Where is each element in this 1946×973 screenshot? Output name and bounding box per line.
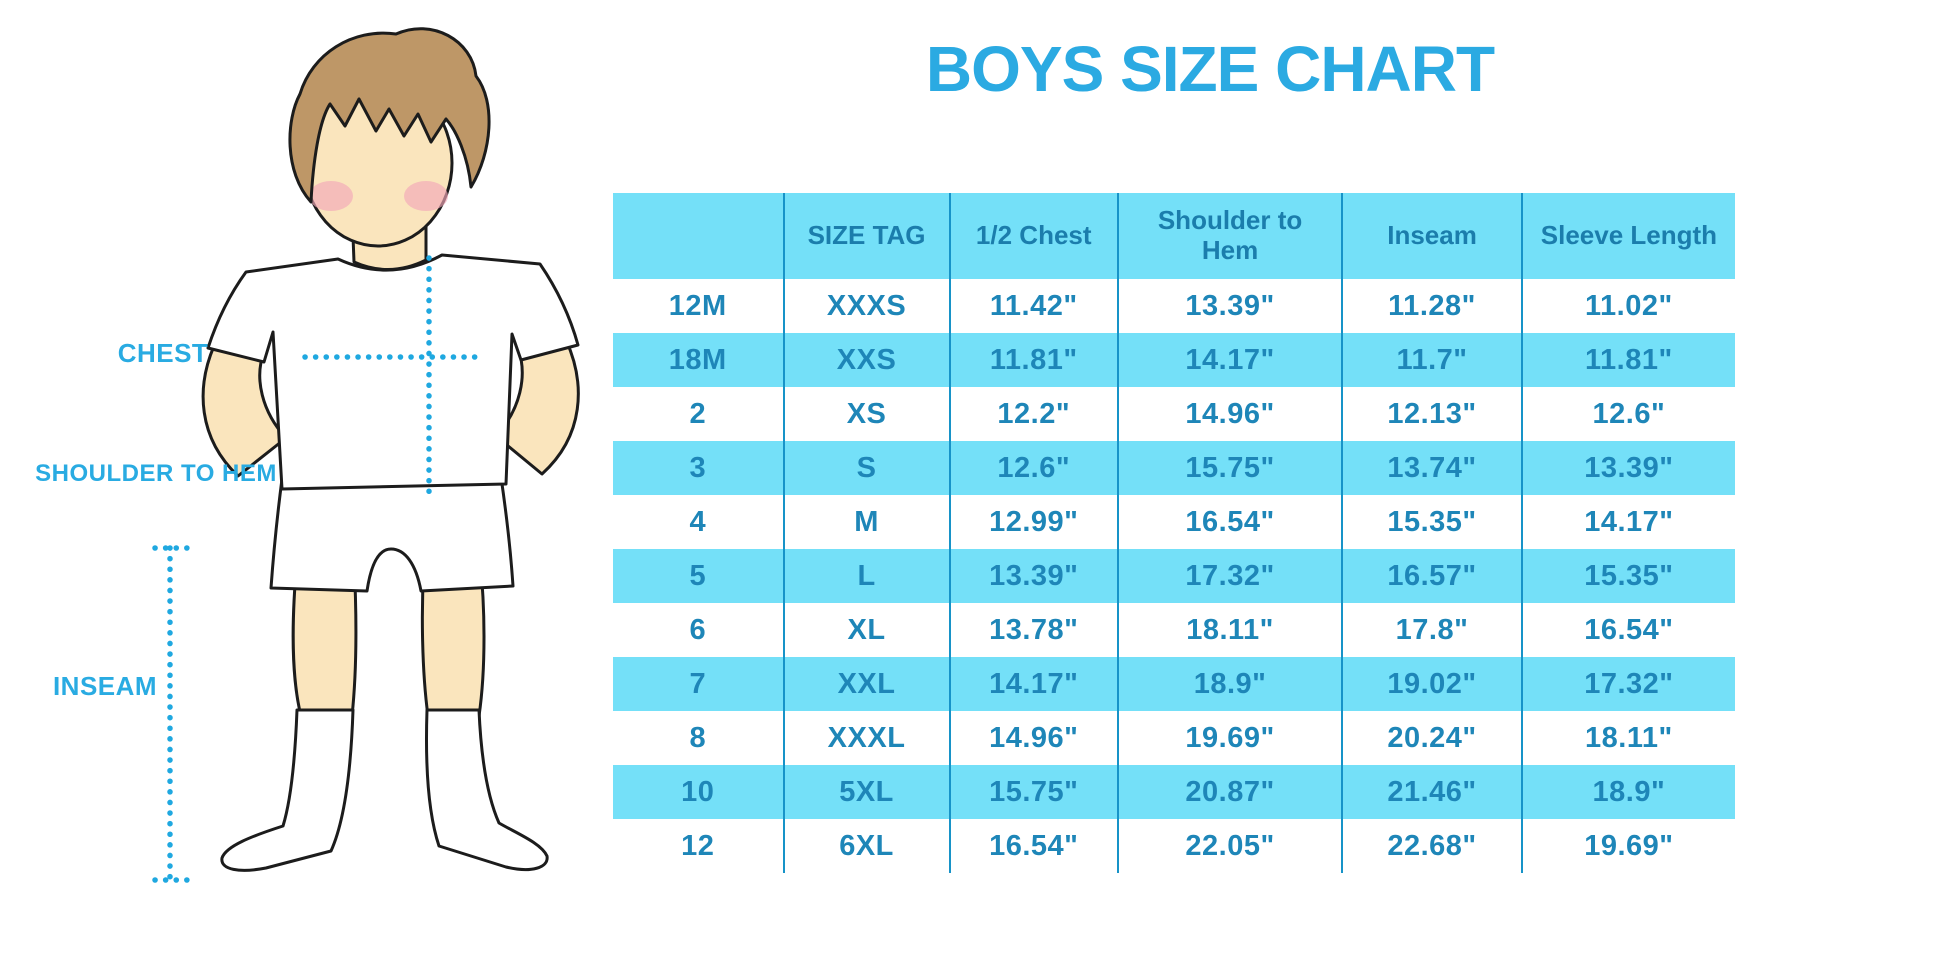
table-cell: 20.87": [1116, 765, 1343, 819]
table-cell: 14.17": [1116, 333, 1343, 387]
table-cell: 12M: [668, 289, 727, 322]
table-cell: 22.68": [1341, 819, 1522, 873]
table-cell: M: [782, 495, 950, 549]
table-cell: 5: [613, 549, 784, 603]
table-cell: 3: [613, 441, 784, 495]
table-cell: 4: [689, 505, 707, 538]
table-cell: 18.11": [1116, 603, 1343, 657]
table-header: SIZE TAG 1/2 Chest Shoulder to Hem Inseam Sl…: [613, 193, 1735, 279]
table-cell: 14.17": [948, 657, 1118, 711]
table-cell: 13.74": [1341, 441, 1522, 495]
size-chart-table: SIZE TAG 1/2 Chest Shoulder to Hem Inseam Sl…: [613, 193, 1735, 873]
table-row: 18M XXS 11.81" 14.17" 11.7" 11.81": [613, 333, 1735, 387]
table-cell: 17.32": [1520, 657, 1735, 711]
table-cell: 14.17": [1520, 495, 1735, 549]
table-row: 4 M 12.99" 16.54" 15.35" 14.17": [613, 495, 1735, 549]
table-cell: 14.96": [948, 711, 1118, 765]
table-cell: XXS: [782, 333, 950, 387]
table-cell: 14.96": [1116, 387, 1343, 441]
table-cell: 8: [689, 721, 707, 754]
table-cell: 11.28": [1341, 279, 1522, 333]
table-cell: 15.35": [1341, 495, 1522, 549]
table-cell: 12: [681, 829, 715, 862]
table-cell: 6XL: [782, 819, 950, 873]
table-cell: 17.8": [1341, 603, 1522, 657]
boy-figure-drawing: [152, 27, 580, 883]
table-cell: 12.13": [1341, 387, 1522, 441]
column-header: Sleeve Length: [1520, 193, 1735, 279]
table-cell: 13.39": [1116, 279, 1343, 333]
boy-illustration: CHEST SHOULDER TO HEM INSEAM: [0, 0, 660, 973]
table-cell: 21.46": [1341, 765, 1522, 819]
table-row: 3 S 12.6" 15.75" 13.74" 13.39": [613, 441, 1735, 495]
table-cell: 15.75": [1116, 441, 1343, 495]
table-cell: 18.9": [1520, 765, 1735, 819]
column-header: [613, 193, 784, 279]
table-row: 12M XXXS 11.42" 13.39" 11.28" 11.02": [613, 279, 1735, 333]
table-cell: L: [782, 549, 950, 603]
table-row: 5 L 13.39" 17.32" 16.57" 15.35": [613, 549, 1735, 603]
table-cell: 11.42": [948, 279, 1118, 333]
table-cell: 13.39": [1520, 441, 1735, 495]
column-header: 1/2 Chest: [948, 193, 1118, 279]
table-cell: 16.54": [948, 819, 1118, 873]
column-header: Inseam: [1341, 193, 1522, 279]
table-cell: 16.57": [1341, 549, 1522, 603]
table-cell: 12.2": [948, 387, 1118, 441]
table-cell: XXL: [782, 657, 950, 711]
table-cell: XXXS: [782, 279, 950, 333]
table-cell: XS: [782, 387, 950, 441]
table-row: 6 XL 13.78" 18.11" 17.8" 16.54": [613, 603, 1735, 657]
table-cell: 11.81": [948, 333, 1118, 387]
table-cell: 16.54": [1520, 603, 1735, 657]
page-title: BOYS SIZE CHART: [925, 33, 1495, 105]
table-cell: 6: [689, 613, 707, 646]
table-cell: 12.6": [948, 441, 1118, 495]
table-cell: 12.99": [948, 495, 1118, 549]
chest-label: CHEST: [117, 338, 209, 368]
table-cell: 18M: [613, 333, 784, 387]
table-cell: 18.9": [1116, 657, 1343, 711]
table-cell: 18.11": [1520, 711, 1735, 765]
column-header: Shoulder to Hem: [1116, 193, 1343, 279]
table-cell: 11.02": [1520, 279, 1735, 333]
table-cell: XXXL: [782, 711, 950, 765]
table-row: 8 XXXL 14.96" 19.69" 20.24" 18.11": [613, 711, 1735, 765]
table-cell: 5XL: [782, 765, 950, 819]
table-row: 7 XXL 14.17" 18.9" 19.02" 17.32": [613, 657, 1735, 711]
table-cell: 16.54": [1116, 495, 1343, 549]
table-row: 10 5XL 15.75" 20.87" 21.46" 18.9": [613, 765, 1735, 819]
table-cell: 19.69": [1116, 711, 1343, 765]
table-cell: 19.69": [1520, 819, 1735, 873]
table-body: 12M XXXS 11.42" 13.39" 11.28" 11.02" 18M XXS 11.…: [613, 279, 1735, 873]
table-cell: 7: [613, 657, 784, 711]
shoulder-to-hem-label: SHOULDER TO HEM: [35, 460, 277, 487]
table-row: 2 XS 12.2" 14.96" 12.13" 12.6": [613, 387, 1735, 441]
inseam-label: INSEAM: [52, 671, 158, 701]
table-cell: 17.32": [1116, 549, 1343, 603]
table-cell: 2: [689, 397, 707, 430]
table-cell: 11.7": [1341, 333, 1522, 387]
table-cell: 22.05": [1116, 819, 1343, 873]
table-cell: 20.24": [1341, 711, 1522, 765]
table-header-row: SIZE TAG 1/2 Chest Shoulder to Hem Inseam Sl…: [613, 193, 1735, 279]
column-header: SIZE TAG: [782, 193, 950, 279]
table-cell: 13.78": [948, 603, 1118, 657]
table-cell: S: [782, 441, 950, 495]
table-row: 12 6XL 16.54" 22.05" 22.68" 19.69": [613, 819, 1735, 873]
table-cell: 15.35": [1520, 549, 1735, 603]
table-cell: 15.75": [948, 765, 1118, 819]
table-cell: 11.81": [1520, 333, 1735, 387]
table-cell: 12.6": [1520, 387, 1735, 441]
table-cell: 13.39": [948, 549, 1118, 603]
table-cell: XL: [782, 603, 950, 657]
table-cell: 19.02": [1341, 657, 1522, 711]
table-cell: 10: [613, 765, 784, 819]
